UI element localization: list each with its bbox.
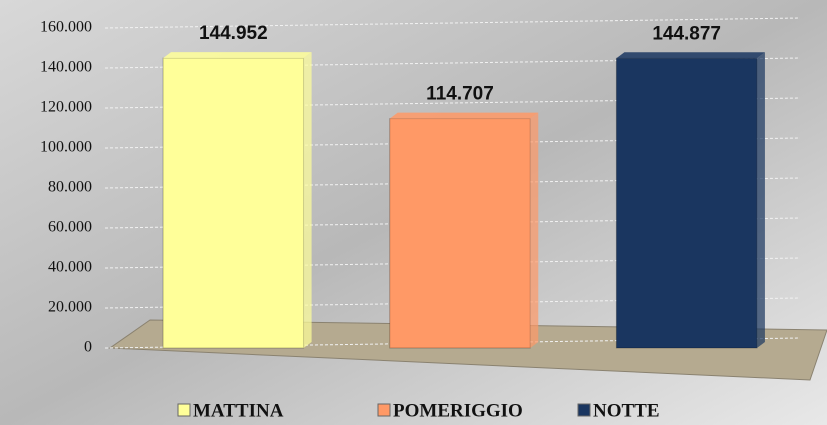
bar-top bbox=[616, 52, 765, 59]
legend-label: NOTTE bbox=[593, 400, 660, 421]
legend-label: MATTINA bbox=[193, 400, 284, 421]
y-tick-label: 20.000 bbox=[48, 299, 92, 316]
bar-side bbox=[303, 52, 312, 348]
y-tick-label: 140.000 bbox=[40, 59, 92, 76]
y-tick-label: 100.000 bbox=[40, 139, 92, 156]
legend-swatch bbox=[177, 403, 191, 417]
value-label: 144.877 bbox=[652, 23, 721, 44]
value-label: 114.707 bbox=[426, 84, 494, 105]
bar-side bbox=[756, 52, 765, 348]
y-tick-label: 60.000 bbox=[48, 219, 92, 236]
y-tick-label: 40.000 bbox=[48, 259, 92, 276]
bar-side bbox=[530, 112, 539, 348]
bar bbox=[615, 57, 758, 349]
y-tick-label: 0 bbox=[84, 339, 92, 356]
grid-line bbox=[104, 17, 801, 29]
legend-swatch bbox=[377, 403, 391, 417]
y-tick-label: 160.000 bbox=[40, 19, 92, 36]
y-tick-label: 120.000 bbox=[40, 99, 92, 116]
value-label: 144.952 bbox=[199, 23, 268, 44]
bar bbox=[162, 57, 305, 349]
bar bbox=[389, 118, 531, 349]
legend-label: POMERIGGIO bbox=[393, 400, 523, 421]
bar-top bbox=[163, 52, 312, 59]
y-tick-label: 80.000 bbox=[48, 179, 92, 196]
bar-top bbox=[389, 112, 539, 119]
legend-swatch bbox=[577, 403, 591, 417]
